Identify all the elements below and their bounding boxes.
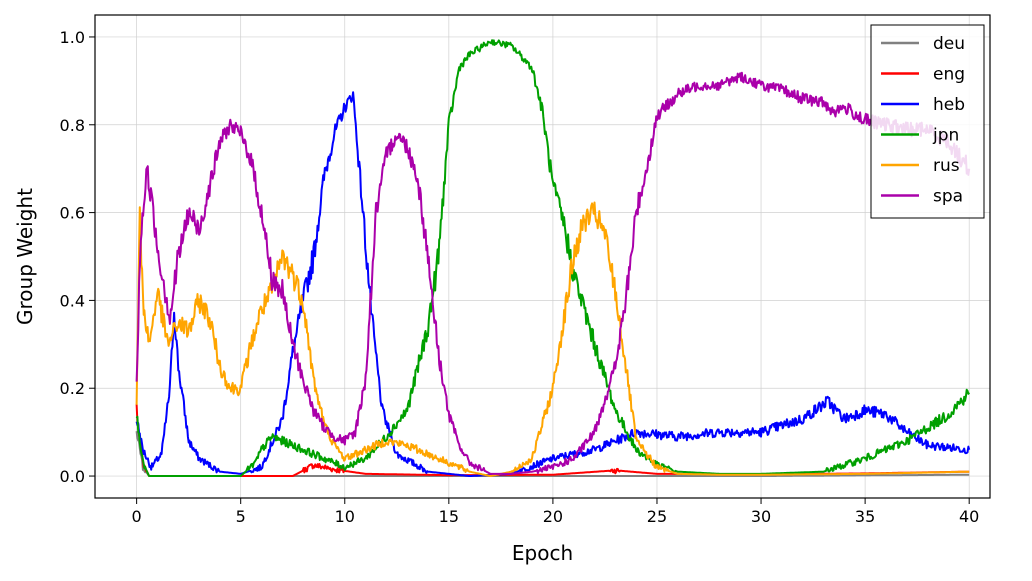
legend: deu eng heb jpn rus spa	[870, 24, 985, 219]
series-line-jpn	[135, 39, 971, 477]
x-tick-label: 35	[855, 507, 875, 526]
plot-frame	[94, 14, 991, 499]
legend-label-rus: rus	[933, 156, 960, 176]
y-axis-label: Group Weight	[13, 188, 37, 325]
x-axis-label: Epoch	[512, 541, 573, 565]
series-line-heb	[135, 91, 971, 477]
x-tick-label: 25	[647, 507, 667, 526]
x-tick-label: 0	[132, 507, 142, 526]
y-tick-label: 1.0	[60, 28, 85, 47]
y-tick-label: 0.2	[60, 379, 85, 398]
axis-ticks: 0 5 10 15 20 25 30 35 40 0.0 0.2 0.4 0.6 0.8 1.0	[60, 28, 980, 526]
x-tick-label: 10	[335, 507, 355, 526]
y-tick-label: 0.0	[60, 467, 85, 486]
legend-label-eng: eng	[933, 65, 965, 85]
series-lines	[135, 39, 971, 477]
y-tick-label: 0.8	[60, 116, 85, 135]
x-tick-label: 40	[959, 507, 979, 526]
y-tick-label: 0.4	[60, 291, 85, 310]
series-line-spa	[135, 71, 971, 475]
x-tick-label: 20	[543, 507, 563, 526]
x-tick-label: 15	[439, 507, 459, 526]
x-tick-label: 30	[751, 507, 771, 526]
legend-box	[870, 24, 985, 219]
legend-label-heb: heb	[933, 95, 965, 115]
legend-label-spa: spa	[933, 187, 963, 207]
x-tick-label: 5	[236, 507, 246, 526]
y-tick-label: 0.6	[60, 204, 85, 223]
legend-label-jpn: jpn	[932, 126, 959, 146]
series-line-rus	[135, 201, 970, 477]
legend-label-deu: deu	[933, 34, 965, 54]
